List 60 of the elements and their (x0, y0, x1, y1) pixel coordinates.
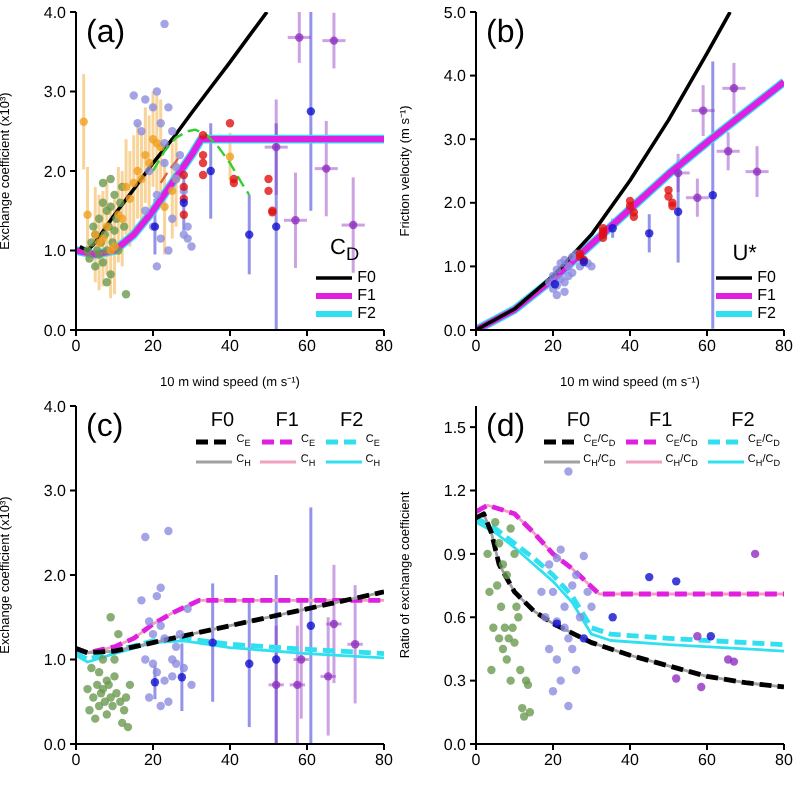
x-tick-label: 20 (144, 337, 163, 356)
y-tick-label: 1.5 (443, 418, 468, 437)
x-tick-label: 80 (775, 751, 794, 770)
x-tick-label: 40 (221, 751, 240, 770)
y-tick-label: 0.0 (443, 321, 468, 340)
x-tick-label: 0 (471, 751, 482, 770)
y-tick-label: 1.2 (443, 482, 468, 501)
annotation: F1 (649, 410, 673, 432)
y-tick-label: 2.0 (43, 566, 68, 585)
annotation: F1 (275, 410, 299, 432)
y-tick-label: 1.0 (443, 258, 468, 277)
x-tick-label: 60 (298, 337, 317, 356)
y-tick-label: 1.0 (43, 651, 68, 670)
x-tick-label: 0 (71, 751, 82, 770)
y-tick-label: 0.6 (443, 608, 468, 627)
y-tick-label: 1.0 (43, 242, 68, 261)
chart-title: (a) (86, 16, 126, 52)
y-tick-label: 3.0 (443, 130, 468, 149)
y-tick-label: 5.0 (443, 3, 468, 22)
x-tick-label: 60 (698, 337, 717, 356)
y-tick-label: 3.0 (43, 83, 68, 102)
x-tick-label: 0 (471, 337, 482, 356)
y-tick-label: 2.0 (43, 162, 68, 181)
y-tick-label: 4.0 (43, 3, 68, 22)
y-tick-label: 2.0 (443, 194, 468, 213)
legend-label: F1 (757, 286, 776, 304)
x-tick-label: 60 (698, 751, 717, 770)
annotation: F2 (731, 410, 755, 432)
legend-label: F1 (357, 286, 376, 304)
x-tick-label: 20 (544, 337, 563, 356)
x-tick-label: 80 (375, 337, 394, 356)
x-tick-label: 80 (375, 751, 394, 770)
y-tick-label: 0.0 (443, 735, 468, 754)
legend-title: C$_{D}$ (328, 235, 362, 268)
x-tick-label: 40 (621, 751, 640, 770)
x-tick-label: 20 (544, 751, 563, 770)
y-tick-label: 3.0 (43, 482, 68, 501)
y-tick-label: 4.0 (443, 67, 468, 86)
y-tick-label: 0.3 (443, 672, 468, 691)
legend-label: F2 (357, 304, 376, 322)
legend-label: F0 (357, 268, 376, 286)
x-tick-label: 20 (144, 751, 163, 770)
chart-title: (d) (486, 410, 526, 446)
x-tick-label: 40 (221, 337, 240, 356)
x-tick-label: 40 (621, 337, 640, 356)
annotation: F2 (340, 410, 364, 432)
annotation: F0 (210, 410, 235, 432)
chart-title: (b) (486, 16, 526, 52)
y-tick-label: 4.0 (43, 397, 68, 416)
legend-label: F2 (757, 304, 776, 322)
x-tick-label: 80 (775, 337, 794, 356)
legend-label: F0 (757, 268, 776, 286)
y-tick-label: 0.9 (443, 545, 468, 564)
y-tick-label: 0.0 (43, 321, 68, 340)
legend-title: U* (730, 242, 759, 268)
annotation: F0 (566, 410, 591, 432)
x-tick-label: 0 (71, 337, 82, 356)
y-tick-label: 0.0 (43, 735, 68, 754)
x-tick-label: 60 (298, 751, 317, 770)
chart-title: (c) (86, 410, 124, 446)
